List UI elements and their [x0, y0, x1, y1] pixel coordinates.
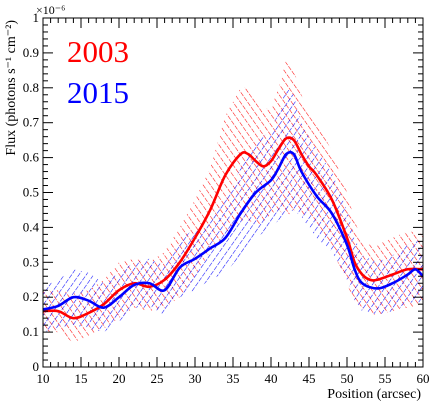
- y-axis-ticks: 0 0.1 0.2 0.3 0.4 0.5 0.6 0.7 0.8 0.9 1: [23, 10, 423, 374]
- legend-entry-2003: 2003: [67, 34, 129, 69]
- y-tick-label: 0.2: [23, 289, 39, 304]
- x-tick-label: 15: [75, 371, 88, 386]
- error-bands: [43, 59, 423, 343]
- x-tick-label: 10: [37, 371, 50, 386]
- y-tick-label: 0: [33, 359, 40, 374]
- x-tick-label: 35: [227, 371, 240, 386]
- x-tick-label: 20: [113, 371, 126, 386]
- x-tick-label: 60: [417, 371, 430, 386]
- y-tick-label: 0.4: [23, 219, 40, 234]
- y-tick-label: 0.7: [23, 115, 40, 130]
- series-line-2003: [43, 136, 423, 320]
- error-band-2015: [43, 87, 423, 333]
- y-tick-label: 0.8: [23, 80, 39, 95]
- legend-entry-2015: 2015: [67, 75, 129, 110]
- y-exponent-label: ×10⁻⁶: [36, 3, 65, 17]
- x-tick-label: 25: [151, 371, 164, 386]
- x-axis-ticks: 10 15 20 25 30 35 40 45 50 55 60: [37, 18, 430, 386]
- series-lines: [43, 136, 423, 320]
- x-tick-label: 45: [303, 371, 316, 386]
- y-axis-title: Flux (photons s⁻¹ cm⁻²): [4, 20, 19, 156]
- y-tick-label: 0.9: [23, 45, 39, 60]
- y-tick-label: 0.1: [23, 324, 39, 339]
- x-tick-label: 30: [189, 371, 202, 386]
- x-tick-label: 55: [379, 371, 392, 386]
- y-tick-label: 0.6: [23, 150, 40, 165]
- x-axis-title: Position (arcsec): [327, 387, 421, 402]
- y-tick-label: 1: [33, 10, 40, 25]
- x-tick-label: 50: [341, 371, 354, 386]
- x-tick-label: 40: [265, 371, 278, 386]
- series-line-2015: [43, 150, 423, 311]
- y-tick-label: 0.3: [23, 254, 39, 269]
- y-tick-label: 0.5: [23, 185, 39, 200]
